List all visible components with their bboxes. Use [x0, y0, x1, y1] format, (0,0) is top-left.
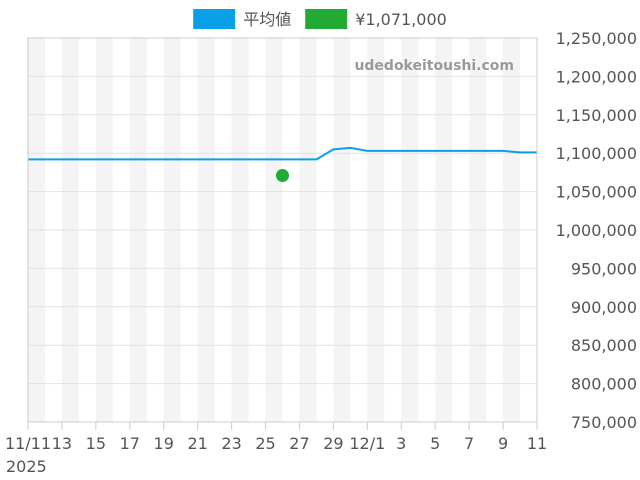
series-layer [28, 146, 537, 182]
legend-label: 平均値 [243, 10, 291, 29]
x-year-label: 2025 [6, 457, 47, 476]
y-tick-label: 1,100,000 [556, 144, 637, 163]
y-tick-label: 950,000 [571, 259, 637, 278]
x-tick-label: 7 [464, 434, 474, 453]
y-tick-label: 800,000 [571, 375, 637, 394]
x-tick-label: 21 [187, 434, 207, 453]
plot-frame [27, 37, 538, 423]
y-tick-label: 900,000 [571, 298, 637, 317]
y-grid [28, 37, 537, 423]
legend-swatch[interactable] [305, 9, 348, 29]
average-price-line [28, 146, 537, 161]
axes: 750,000 800,000 850,000 900,000 950,000 1,000… [5, 29, 637, 476]
watermark: udedokeitoushi.com [354, 58, 514, 74]
x-tick-label: 13 [52, 434, 72, 453]
x-tick-label: 3 [396, 434, 406, 453]
x-tick-label: 12/1 [349, 434, 385, 453]
legend-label: ¥1,071,000 [355, 10, 447, 29]
x-tick-label: 5 [430, 434, 440, 453]
y-tick-label: 1,200,000 [556, 67, 637, 86]
x-tick-label: 11 [527, 434, 547, 453]
x-tick-label: 11/11 [5, 434, 51, 453]
x-tick-label: 29 [323, 434, 343, 453]
y-tick-label: 750,000 [571, 413, 637, 432]
y-tick-label: 850,000 [571, 336, 637, 355]
x-tick-label: 15 [86, 434, 106, 453]
y-tick-label: 1,150,000 [556, 106, 637, 125]
x-tick-label: 27 [289, 434, 309, 453]
x-tick-label: 17 [120, 434, 140, 453]
y-tick-label: 1,050,000 [556, 183, 637, 202]
x-tick-label: 19 [154, 434, 174, 453]
x-tick-label: 23 [221, 434, 241, 453]
x-tick-label: 25 [255, 434, 275, 453]
y-tick-label: 1,000,000 [556, 221, 637, 240]
y-tick-label: 1,250,000 [556, 29, 637, 48]
legend-swatch[interactable] [193, 9, 236, 29]
x-tick-label: 9 [498, 434, 508, 453]
legend[interactable]: 平均値 ¥1,071,000 [193, 9, 447, 29]
price-point[interactable] [276, 168, 289, 182]
